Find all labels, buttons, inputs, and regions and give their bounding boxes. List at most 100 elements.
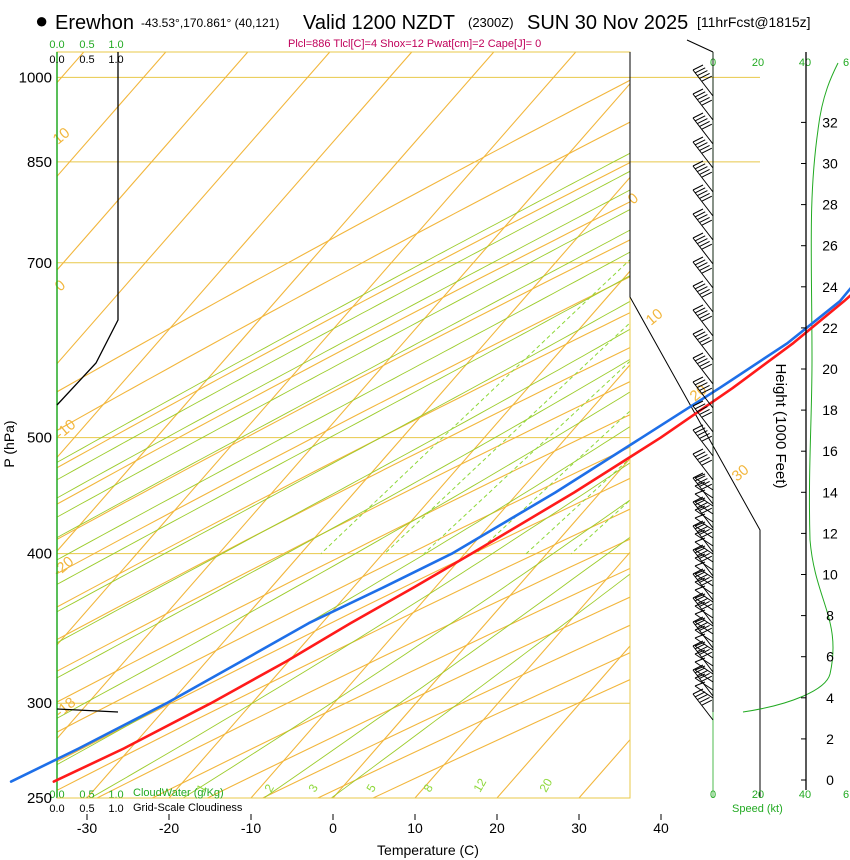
height-tick-label: 2 bbox=[826, 731, 834, 747]
wind-barb-flag bbox=[697, 382, 708, 389]
wind-barb-flag bbox=[697, 238, 708, 245]
cloud-top-label-green: 0.0 bbox=[49, 39, 64, 51]
wind-barb-low-flag bbox=[694, 497, 706, 503]
wind-barb-low bbox=[694, 677, 714, 691]
wind-barb-flag bbox=[697, 526, 708, 533]
header: ● Erewhon -43.53°,170.861° (40,121) Vali… bbox=[35, 8, 811, 50]
wind-barb-staff bbox=[692, 213, 714, 241]
wind-barb-flag bbox=[694, 379, 706, 386]
speed-label-bottom-0: 0 bbox=[710, 789, 716, 801]
wind-barb-flag bbox=[694, 211, 706, 218]
wind-barb-flag bbox=[697, 646, 708, 653]
isotherm-line bbox=[57, 52, 495, 552]
dry-adiabat-line bbox=[57, 346, 630, 641]
wind-barb bbox=[692, 424, 714, 457]
speed-label-bottom-20: 20 bbox=[752, 789, 764, 801]
mixing-ratio-label-5: 5 bbox=[363, 781, 379, 794]
wind-barb bbox=[692, 352, 714, 385]
wind-barb-flag bbox=[694, 595, 706, 602]
wind-barb-flag bbox=[697, 286, 708, 293]
wind-barb-flag bbox=[699, 96, 710, 103]
wind-barb bbox=[692, 400, 714, 433]
wind-barb-low bbox=[694, 597, 714, 611]
wind-barb-staff bbox=[692, 405, 714, 433]
wind-barb-flag bbox=[701, 315, 713, 322]
height-tick-label: 18 bbox=[822, 402, 838, 418]
speed-label-bottom-40: 40 bbox=[799, 789, 811, 801]
height-tick-label: 10 bbox=[822, 567, 838, 583]
height-tick-label: 30 bbox=[822, 156, 838, 172]
plot-frame bbox=[56, 51, 631, 799]
wind-barb-flag bbox=[697, 190, 708, 197]
sounding-profiles bbox=[9, 286, 850, 783]
moist-adiabat-line bbox=[57, 152, 630, 463]
wind-barb-flag bbox=[697, 310, 708, 317]
cloudiness-low bbox=[56, 708, 119, 713]
wind-barb-low-flag bbox=[694, 473, 706, 479]
wind-barb-flag bbox=[699, 264, 710, 271]
wind-barb-flag bbox=[701, 291, 713, 298]
temp-tick-label: 40 bbox=[653, 820, 669, 836]
wind-barb-flag bbox=[697, 430, 708, 437]
wind-barb-flag bbox=[692, 328, 704, 335]
wind-barb-staff bbox=[692, 381, 714, 409]
speed-label-top-40: 40 bbox=[799, 57, 811, 69]
speed-label-right-bottom: 6 bbox=[843, 789, 849, 801]
wind-barb-low-flag bbox=[694, 545, 706, 551]
wind-barb-flag bbox=[694, 523, 706, 530]
wind-barb-flag bbox=[701, 435, 713, 442]
wind-barb-flag bbox=[697, 118, 708, 125]
isotherm-line bbox=[250, 364, 630, 798]
wind-barb-flag bbox=[701, 195, 713, 202]
wind-barb bbox=[692, 256, 714, 289]
wind-barb-flag bbox=[692, 256, 704, 263]
wind-barb-low bbox=[694, 589, 714, 603]
wind-barb-flag bbox=[692, 160, 704, 167]
wind-barb-flag bbox=[694, 355, 706, 362]
wind-barb-low-flag bbox=[694, 561, 706, 567]
wind-barb-flag bbox=[699, 144, 710, 151]
wind-barb-flag bbox=[701, 267, 713, 274]
wind-barb-flag bbox=[692, 472, 704, 479]
wind-barb-flag bbox=[692, 448, 704, 455]
moist-adiabat-line bbox=[331, 573, 630, 798]
mixing-ratio-label-20: 20 bbox=[536, 776, 555, 795]
wind-barb-flag bbox=[701, 411, 713, 418]
cloud-bottom-label-black: 0.5 bbox=[79, 803, 94, 815]
wind-barb-flag bbox=[701, 339, 713, 346]
pressure-label-300: 300 bbox=[27, 695, 52, 712]
wind-barb-flag bbox=[701, 99, 713, 106]
isotherm-line bbox=[168, 270, 630, 798]
wind-barb-low-flag bbox=[694, 521, 706, 527]
wind-barb-low-flag bbox=[694, 657, 706, 663]
wind-barb bbox=[692, 208, 714, 241]
height-tick-label: 32 bbox=[822, 114, 838, 130]
height-tick-label: 16 bbox=[822, 443, 838, 459]
wind-barb-flag bbox=[701, 579, 713, 586]
wind-barb-flag bbox=[699, 240, 710, 247]
wind-barb-low bbox=[694, 517, 714, 531]
temp-tick-label: -20 bbox=[159, 820, 179, 836]
cloud-bottom-label-green: 0.5 bbox=[79, 789, 94, 801]
pressure-label-850: 850 bbox=[27, 154, 52, 171]
wind-barb-flag bbox=[692, 208, 704, 215]
wind-barb-flag bbox=[697, 262, 708, 269]
wind-barb-low bbox=[694, 605, 714, 619]
wind-barb-flag bbox=[692, 64, 704, 71]
wind-barb-flag bbox=[694, 139, 706, 146]
temp-tick-label: 20 bbox=[489, 820, 505, 836]
mixing-ratio-line bbox=[423, 360, 630, 555]
moist-adiabat-line bbox=[263, 536, 630, 798]
moist-adiabat-line bbox=[57, 170, 630, 481]
dry-adiabat-label: -18 bbox=[52, 694, 80, 721]
dry-adiabat-line bbox=[57, 477, 630, 763]
pressure-label-1000: 1000 bbox=[19, 69, 52, 86]
wind-barb-flag bbox=[694, 235, 706, 242]
pressure-label-400: 400 bbox=[27, 546, 52, 563]
cloudiness-label: Grid-Scale Cloudiness bbox=[133, 802, 243, 814]
wind-barb-flag bbox=[692, 304, 704, 311]
wind-barb-low-flag bbox=[694, 513, 706, 519]
wind-barb-staff bbox=[692, 237, 714, 265]
wind-barb-flag bbox=[701, 603, 713, 610]
wind-barb-flag bbox=[697, 334, 708, 341]
